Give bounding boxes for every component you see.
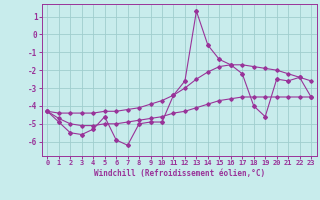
X-axis label: Windchill (Refroidissement éolien,°C): Windchill (Refroidissement éolien,°C) <box>94 169 265 178</box>
